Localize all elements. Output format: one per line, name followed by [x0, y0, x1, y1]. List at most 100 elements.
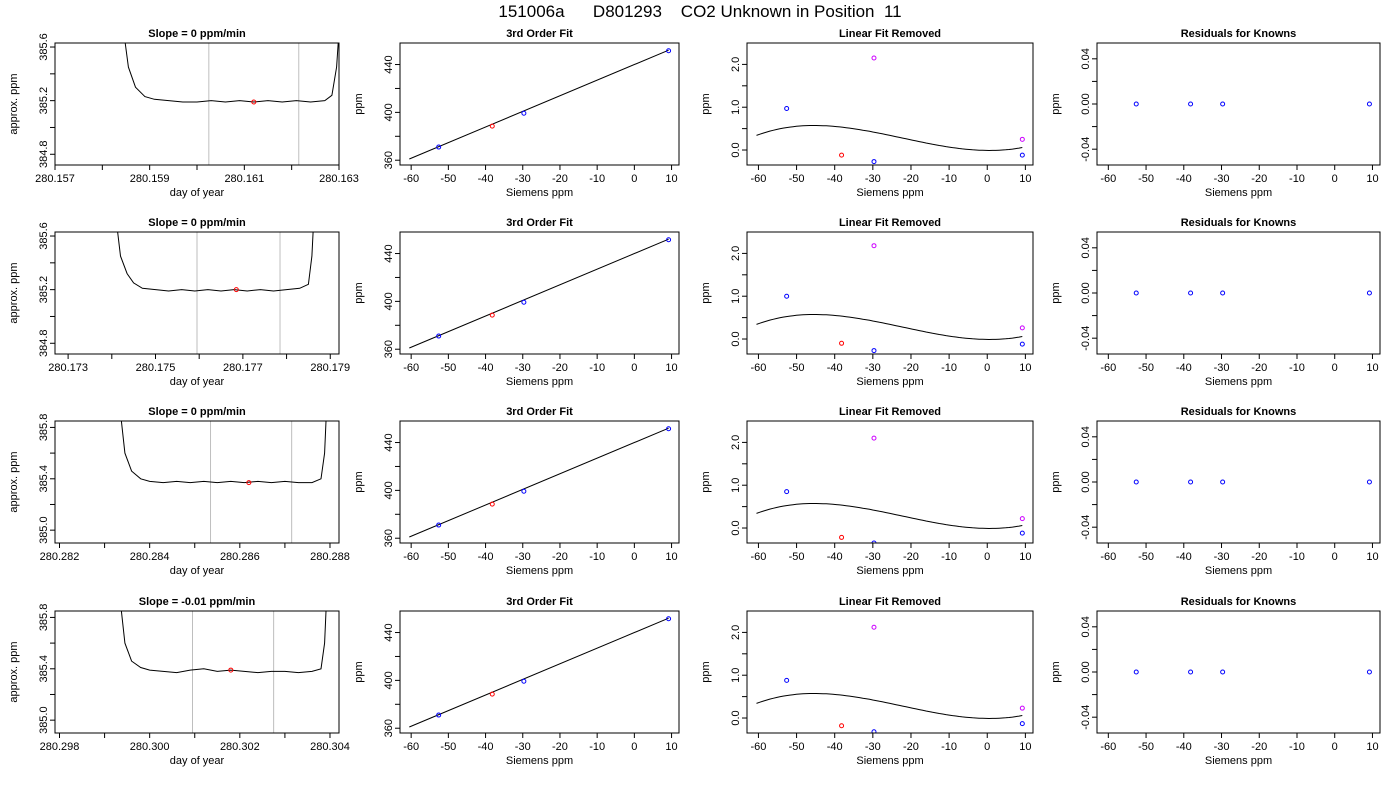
x-tick-label: -30: [865, 173, 881, 185]
y-tick-label: 0.00: [1080, 93, 1092, 114]
y-tick-label: 360: [383, 529, 395, 547]
known-point: [666, 237, 672, 243]
panel-title: Slope = 0 ppm/min: [148, 217, 246, 229]
y-axis-label: ppm: [1050, 471, 1062, 492]
panel-title: Slope = 0 ppm/min: [148, 28, 246, 40]
x-axis-label: Siemens ppm: [856, 565, 923, 577]
unknown-point: [489, 312, 495, 318]
x-tick-label: -20: [903, 173, 919, 185]
y-tick-label: 0.00: [1080, 471, 1092, 492]
plot-area: [756, 435, 1025, 543]
plot-area: [124, 43, 339, 105]
x-tick-label: -40: [1176, 551, 1192, 563]
x-tick-label: 10: [665, 741, 677, 753]
x-tick-label: -30: [515, 551, 531, 563]
known-point: [1019, 530, 1025, 536]
x-tick-label: 280.179: [310, 362, 350, 374]
unknown-point: [489, 123, 495, 129]
y-tick-label: 440: [383, 623, 395, 641]
x-tick-label: 10: [1019, 741, 1031, 753]
x-tick-label: -20: [552, 551, 568, 563]
x-tick-label: -20: [1251, 551, 1267, 563]
panel-title: Residuals for Knowns: [1181, 406, 1297, 418]
linear-fit-removed-row-3: Linear Fit Removed -60 -50 -40 -30 -20 -10 0 10 0…: [700, 406, 1034, 577]
series-line: [120, 421, 327, 484]
panel-title: Linear Fit Removed: [839, 217, 941, 229]
x-tick-label: -20: [903, 551, 919, 563]
x-tick-label: -20: [1251, 173, 1267, 185]
third-order-fit-row-4: 3rd Order Fit -60 -50 -40 -30 -20 -10 0 10 360 400…: [353, 596, 680, 767]
unknown-marker: [228, 667, 234, 673]
series-line: [120, 611, 327, 674]
y-tick-label: 0.0: [730, 710, 742, 725]
known-point: [666, 48, 672, 54]
y-tick-label: 385.8: [38, 414, 50, 442]
x-tick-label: -50: [789, 551, 805, 563]
x-tick-label: -60: [1100, 173, 1116, 185]
unknown-point: [839, 340, 845, 346]
y-tick-label: 360: [383, 719, 395, 737]
extra-point: [1019, 136, 1025, 142]
known-point: [521, 488, 527, 494]
residuals-row-1: Residuals for Knowns -60 -50 -40 -30 -20 -10 0 1…: [1050, 28, 1381, 199]
plot-frame: [54, 610, 340, 734]
y-tick-label: -0.04: [1080, 705, 1092, 730]
x-tick-label: -50: [789, 362, 805, 374]
known-point: [871, 348, 877, 354]
y-tick-label: 440: [383, 433, 395, 451]
x-tick-label: -40: [1176, 362, 1192, 374]
known-point: [521, 299, 527, 305]
unknown-marker: [233, 287, 239, 293]
fit-curve: [756, 314, 1023, 341]
x-tick-label: -10: [941, 741, 957, 753]
x-tick-label: -40: [478, 362, 494, 374]
known-point: [436, 712, 442, 718]
x-tick-label: -10: [589, 551, 605, 563]
panel-title: Linear Fit Removed: [839, 406, 941, 418]
y-axis-label: approx. ppm: [8, 73, 20, 134]
x-tick-label: -50: [440, 741, 456, 753]
panel-title: 3rd Order Fit: [506, 406, 573, 418]
x-tick-label: -10: [941, 551, 957, 563]
residual-point: [1220, 101, 1226, 107]
plot-area: [1133, 290, 1372, 296]
y-tick-label: -0.04: [1080, 137, 1092, 162]
x-tick-label: 280.284: [130, 551, 170, 563]
x-tick-label: 280.157: [35, 173, 75, 185]
x-tick-label: -40: [1176, 173, 1192, 185]
y-tick-label: 385.6: [38, 222, 50, 250]
x-tick-label: -10: [1289, 173, 1305, 185]
x-tick-label: -60: [750, 173, 766, 185]
extra-point: [871, 243, 877, 249]
fit-line: [409, 49, 669, 160]
known-point: [784, 677, 790, 683]
y-tick-label: 440: [383, 55, 395, 73]
y-tick-label: 2.0: [730, 625, 742, 640]
x-tick-label: -10: [1289, 362, 1305, 374]
known-point: [871, 540, 877, 543]
time-series-row-1: Slope = 0 ppm/min 280.157 280.159 280.161 28…: [8, 28, 359, 199]
known-point: [436, 522, 442, 528]
plot-frame: [399, 231, 680, 355]
known-point: [436, 333, 442, 339]
x-tick-label: -50: [440, 362, 456, 374]
plot-area: [120, 611, 327, 674]
panel-title: Slope = 0 ppm/min: [148, 406, 246, 418]
x-tick-label: -60: [403, 551, 419, 563]
y-tick-label: 1.0: [730, 289, 742, 304]
y-tick-label: 0.04: [1080, 237, 1092, 258]
y-tick-label: 0.04: [1080, 616, 1092, 637]
x-tick-label: -10: [941, 173, 957, 185]
panel-title: Residuals for Knowns: [1181, 28, 1297, 40]
x-tick-label: -40: [827, 741, 843, 753]
x-tick-label: -20: [552, 173, 568, 185]
y-tick-label: 385.0: [38, 516, 50, 544]
unknown-point: [489, 501, 495, 507]
panel-title: Slope = -0.01 ppm/min: [139, 596, 256, 608]
x-tick-label: -20: [903, 362, 919, 374]
plot-area: [1133, 669, 1372, 675]
y-tick-label: 2.0: [730, 435, 742, 450]
y-tick-label: 385.0: [38, 706, 50, 734]
y-axis-label: ppm: [1050, 661, 1062, 682]
